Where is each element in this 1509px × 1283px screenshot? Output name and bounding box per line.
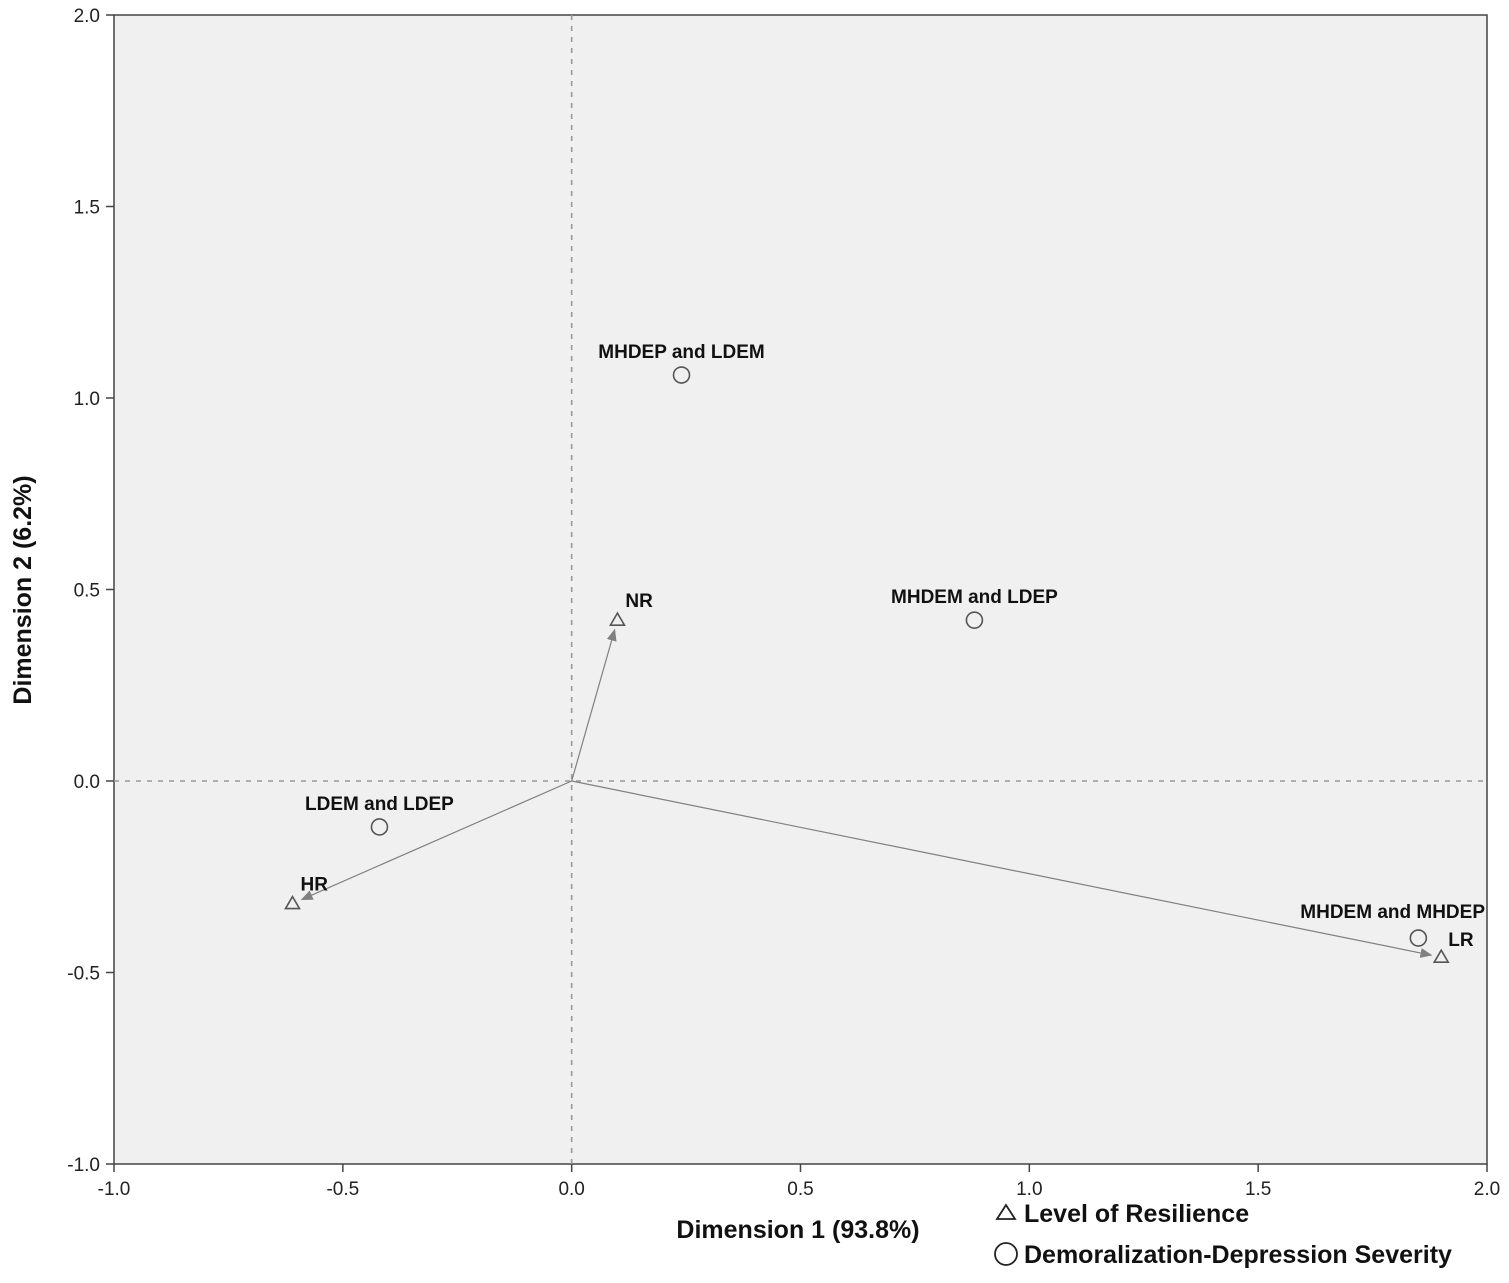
y-tick-label: 1.0 [74, 389, 100, 410]
reference-lines [114, 15, 1487, 1164]
x-axis-ticks: -1.0 -0.5 0.0 0.5 1.0 1.5 2.0 [98, 1164, 1500, 1200]
circle-marker [965, 611, 984, 629]
circle-marker [370, 818, 389, 836]
point-label: NR [625, 591, 653, 612]
point-label: MHDEP and LDEM [598, 342, 764, 363]
y-tick-label: -0.5 [67, 964, 100, 985]
point-label: HR [300, 875, 328, 896]
triangle-marker [1432, 948, 1450, 963]
x-tick-label: -1.0 [98, 1179, 131, 1200]
vector-arrow-lr [571, 780, 1433, 958]
vector-arrow-hr [300, 780, 572, 901]
y-tick-label: 0.0 [74, 772, 100, 793]
x-tick-label: 1.5 [1245, 1179, 1271, 1200]
triangle-marker [609, 611, 626, 626]
y-tick-label: -1.0 [67, 1155, 100, 1176]
point-labels: NR HR LR MHDEP and LDEM MHDEM and LDEP LDEM a… [300, 342, 1485, 951]
x-axis-title: Dimension 1 (93.8%) [676, 1216, 919, 1244]
point-label: LR [1448, 930, 1474, 951]
legend-label-resilience: Level of Resilience [1024, 1200, 1249, 1228]
y-axis-title: Dimension 2 (6.2%) [9, 475, 37, 704]
x-tick-label: 2.0 [1474, 1179, 1500, 1200]
plot-area [113, 14, 1488, 1165]
vector-arrow-nr [571, 628, 617, 782]
point-label: LDEM and LDEP [305, 794, 454, 815]
circle-marker [1409, 929, 1428, 947]
y-axis-ticks: -1.0 -0.5 0.0 0.5 1.0 1.5 2.0 [67, 6, 114, 1176]
circle-marker [672, 366, 691, 384]
point-label: MHDEM and MHDEP [1300, 902, 1485, 923]
resilience-vectors [300, 628, 1433, 958]
x-tick-label: 0.5 [787, 1179, 813, 1200]
y-tick-label: 0.5 [74, 581, 100, 602]
legend-circle-icon [994, 1242, 1018, 1266]
x-tick-label: 1.0 [1016, 1179, 1042, 1200]
triangle-marker [284, 894, 301, 910]
legend-triangle-icon [995, 1203, 1017, 1220]
legend-label-severity: Demoralization-Depression Severity [1024, 1241, 1452, 1269]
x-tick-label: 0.0 [558, 1179, 584, 1200]
x-tick-label: -0.5 [326, 1179, 359, 1200]
y-tick-label: 1.5 [74, 198, 100, 219]
legend: Level of Resilience Demoralization-Depre… [994, 1200, 1452, 1269]
data-points [284, 366, 1450, 963]
point-label: MHDEM and LDEP [891, 587, 1058, 608]
y-tick-label: 2.0 [74, 6, 100, 27]
